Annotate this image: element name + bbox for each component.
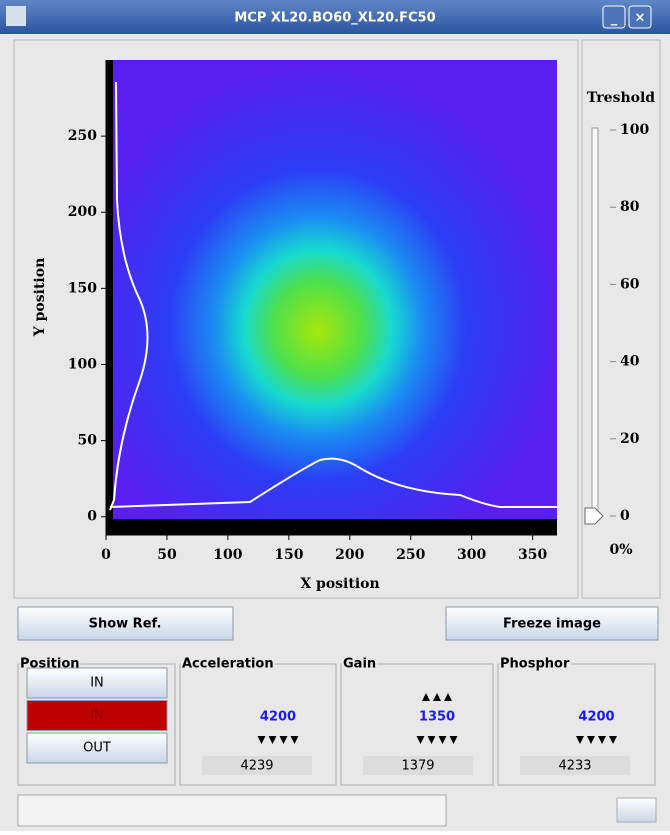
position-button-label: OUT — [83, 741, 111, 756]
slider-tick-label: 0 — [620, 508, 630, 524]
y-tick-label: 250 — [68, 128, 97, 144]
freeze-label: Freeze image — [503, 617, 601, 632]
x-tick-label: 300 — [457, 547, 486, 563]
panel-title: Gain — [343, 657, 376, 672]
y-axis-label: Y position — [32, 258, 48, 338]
position-button-label: IN — [90, 708, 104, 723]
position-button-label: IN — [90, 676, 104, 691]
x-tick-label: 350 — [518, 547, 547, 563]
beam-image — [106, 60, 557, 535]
window-title: MCP XL20.BO60_XL20.FC50 — [234, 11, 435, 26]
y-tick-label: 0 — [87, 509, 97, 525]
readback: 4233 — [558, 759, 591, 774]
image-edge — [106, 519, 557, 535]
readback: 1379 — [401, 759, 434, 774]
x-tick-label: 50 — [157, 547, 177, 563]
setpoint[interactable]: 4200 — [578, 710, 614, 725]
panel-title: Acceleration — [182, 657, 274, 672]
app-icon — [6, 6, 26, 26]
slider-tick-label: 60 — [620, 276, 640, 292]
show-ref-label: Show Ref. — [89, 617, 162, 632]
page: MCP XL20.BO60_XL20.FC50 _ × X position Y… — [0, 0, 670, 831]
slider-tick-label: 80 — [620, 199, 640, 215]
x-tick-label: 200 — [335, 547, 364, 563]
x-tick-label: 250 — [396, 547, 425, 563]
slider-tick-label: 100 — [620, 122, 649, 138]
x-tick-label: 100 — [213, 547, 242, 563]
x-tick-label: 0 — [101, 547, 111, 563]
setpoint[interactable]: 4200 — [260, 710, 296, 725]
slider-track — [592, 128, 598, 518]
y-tick-label: 200 — [68, 204, 97, 220]
slider-tick-label: 20 — [620, 431, 640, 447]
y-tick-label: 100 — [68, 356, 97, 372]
threshold-label: Treshold — [587, 90, 655, 106]
threshold-value: 0% — [609, 542, 632, 558]
minimize-icon: _ — [611, 12, 618, 27]
setpoint[interactable]: 1350 — [419, 710, 455, 725]
y-tick-label: 50 — [78, 433, 98, 449]
y-tick-label: 150 — [68, 280, 97, 296]
status-field — [18, 795, 446, 826]
window: MCP XL20.BO60_XL20.FC50 _ × X position Y… — [0, 0, 670, 831]
slider-tick-label: 40 — [620, 354, 640, 370]
status-button[interactable] — [617, 798, 656, 822]
plot — [106, 60, 557, 535]
x-axis-label: X position — [300, 576, 379, 592]
close-icon: × — [635, 11, 646, 26]
panel-title: Phosphor — [500, 657, 570, 672]
readback: 4239 — [240, 759, 273, 774]
x-tick-label: 150 — [274, 547, 303, 563]
image-edge — [106, 60, 113, 535]
